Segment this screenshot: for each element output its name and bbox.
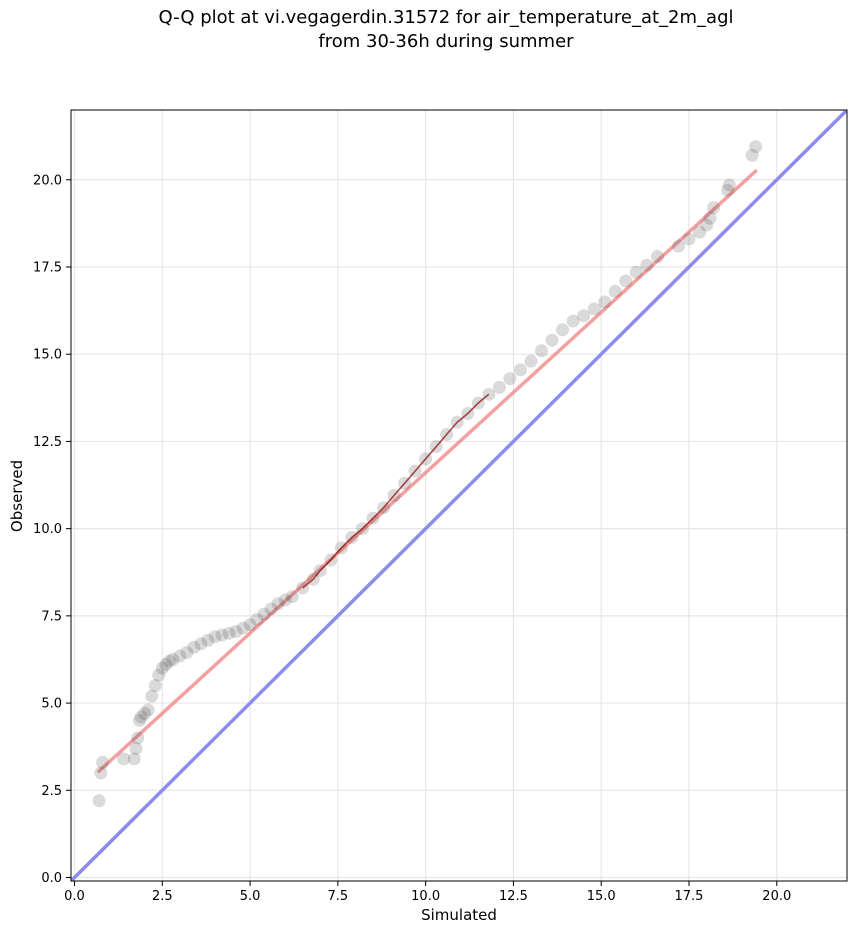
qq-point [166, 652, 180, 666]
qq-point [629, 265, 643, 279]
qq-point [243, 618, 257, 632]
qq-point [117, 752, 131, 766]
x-tick-label: 2.5 [152, 889, 173, 904]
x-tick-label: 0.0 [64, 889, 85, 904]
qq-point [524, 354, 538, 368]
qq-point [187, 640, 201, 654]
qq-point [535, 344, 549, 358]
x-tick-label: 10.0 [411, 889, 440, 904]
x-axis-label: Simulated [421, 906, 497, 924]
y-tick-label: 20.0 [33, 173, 62, 188]
qq-point [285, 590, 299, 604]
x-tick-label: 12.5 [499, 889, 528, 904]
qq-point [92, 794, 106, 808]
y-axis-label: Observed [8, 460, 26, 532]
identity-line [71, 110, 847, 881]
y-tick-label: 15.0 [33, 348, 62, 363]
qq-point [132, 714, 146, 728]
qq-point [155, 661, 169, 675]
qq-point [145, 689, 159, 703]
grid [71, 110, 847, 881]
qq-point [503, 372, 517, 386]
qq-point [208, 630, 222, 644]
qq-point [159, 658, 173, 672]
y-tick-label: 2.5 [41, 784, 62, 799]
qq-point [271, 597, 285, 611]
plot-marks [71, 110, 847, 881]
qq-point [96, 755, 110, 769]
qq-point [650, 250, 664, 264]
qq-point [566, 314, 580, 328]
x-tick-label: 7.5 [328, 889, 349, 904]
qq-point [222, 626, 236, 640]
qq-point [745, 148, 759, 162]
qq-point [180, 645, 194, 659]
qq-point [127, 752, 141, 766]
quantile-trace [302, 393, 490, 589]
qq-point [278, 593, 292, 607]
fit-line [97, 169, 758, 773]
qq-point [587, 302, 601, 316]
x-tick-label: 15.0 [587, 889, 616, 904]
qq-point [640, 258, 654, 272]
x-tick-label: 17.5 [675, 889, 704, 904]
chart-title: Q-Q plot at vi.vegagerdin.31572 for air_… [158, 7, 734, 52]
qq-point [129, 741, 143, 755]
qq-point [513, 363, 527, 377]
qq-point [700, 218, 714, 232]
qq-point [682, 232, 696, 246]
qq-point [250, 612, 264, 626]
qq-point [749, 140, 763, 154]
qq-point [577, 309, 591, 323]
qq-point [671, 239, 685, 253]
qq-point [707, 201, 721, 215]
y-tick-label: 17.5 [33, 260, 62, 275]
qq-point [229, 625, 243, 639]
qq-point [264, 602, 278, 616]
qq-point [556, 323, 570, 337]
x-tick-label: 20.0 [762, 889, 791, 904]
qq-point [201, 633, 215, 647]
qq-point [619, 274, 633, 288]
y-tick-label: 10.0 [33, 522, 62, 537]
qq-point [492, 380, 506, 394]
qq-point [722, 178, 736, 192]
y-tick-label: 5.0 [41, 697, 62, 712]
qq-point [608, 284, 622, 298]
ticks: 0.0 2.5 5.0 7.5 10.0 12.5 15.0 17.5 20.0 0.0 2.5 5.… [33, 173, 791, 904]
qq-point [545, 333, 559, 347]
qq-point [257, 607, 271, 621]
qq-point [194, 637, 208, 651]
qq-point [598, 295, 612, 309]
qq-point [215, 628, 229, 642]
qq-point [703, 211, 717, 225]
plot-frame [70, 109, 848, 882]
y-tick-label: 0.0 [41, 871, 62, 886]
qq-point [152, 668, 166, 682]
qq-point [173, 649, 187, 663]
qq-point [721, 183, 735, 197]
qq-point [131, 731, 145, 745]
y-tick-label: 12.5 [33, 435, 62, 450]
qq-point [141, 703, 155, 717]
y-tick-label: 7.5 [41, 609, 62, 624]
qq-point [134, 710, 148, 724]
qq-point [236, 621, 250, 635]
qq-point [94, 766, 108, 780]
qq-point [693, 225, 707, 239]
x-tick-label: 5.0 [240, 889, 261, 904]
qq-point [138, 707, 152, 721]
qq-point [162, 654, 176, 668]
qq-point [148, 679, 162, 693]
